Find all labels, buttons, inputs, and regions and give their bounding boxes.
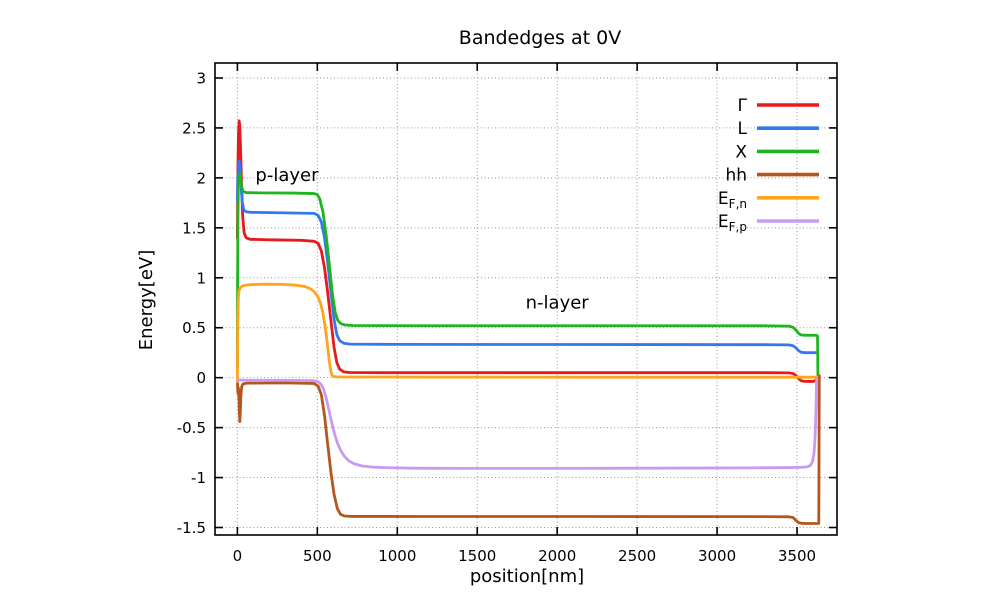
annotation-p-layer: p-layer (255, 165, 319, 186)
series-EFp-line (235, 378, 819, 470)
y-tick-label: 2.5 (182, 119, 206, 137)
annotations-layer: p-layer n-layer (255, 165, 589, 314)
x-tick-label: 3500 (778, 547, 816, 565)
y-tick-label: -0.5 (177, 419, 206, 437)
x-tick-label: 3000 (698, 547, 736, 565)
x-axis-label: position[nm] (470, 566, 584, 587)
x-tick-label: 1500 (458, 547, 496, 565)
x-tick-label: 2500 (618, 547, 656, 565)
axes-layer: 0 500 1000 1500 2000 2500 3000 3500 3 2.5 2 1.5 1 0.5… (177, 62, 838, 565)
series-gamma-line (235, 119, 818, 383)
legend-item-EFp: EF,p (718, 212, 819, 234)
plot-border (214, 62, 838, 536)
y-axis-label: Energy[eV] (136, 250, 157, 350)
y-tick-label: 3 (196, 69, 206, 87)
chart-title: Bandedges at 0V (459, 27, 621, 49)
legend-item-gamma: Γ (738, 96, 819, 116)
series-X-line (235, 172, 820, 378)
legend-label-EFp: EF,p (718, 212, 747, 234)
legend-label-L: L (738, 119, 748, 139)
legend-label-X: X (735, 142, 747, 162)
legend-item-X: X (735, 142, 819, 162)
legend-item-hh: hh (725, 166, 819, 186)
y-tick-label: 2 (196, 169, 206, 187)
x-tick-label: 1000 (378, 547, 416, 565)
y-tick-label: -1.5 (177, 519, 206, 537)
series-layer (235, 119, 821, 525)
x-tick-label: 2000 (538, 547, 576, 565)
y-tick-label: 0.5 (182, 319, 206, 337)
legend-label-EFn: EF,n (718, 189, 747, 211)
x-tick-label: 500 (303, 547, 332, 565)
series-hh-line (235, 374, 821, 525)
series-EFn-line (235, 282, 819, 384)
legend-item-EFn: EF,n (718, 189, 819, 211)
annotation-n-layer: n-layer (526, 293, 590, 314)
legend-item-L: L (738, 119, 819, 139)
x-tick-label: 0 (233, 547, 243, 565)
y-tick-label: 1.5 (182, 219, 206, 237)
legend-label-hh: hh (725, 166, 747, 186)
legend-label-gamma: Γ (738, 96, 748, 116)
y-tick-label: -1 (191, 469, 206, 487)
y-tick-label: 1 (196, 269, 206, 287)
y-tick-label: 0 (196, 369, 206, 387)
